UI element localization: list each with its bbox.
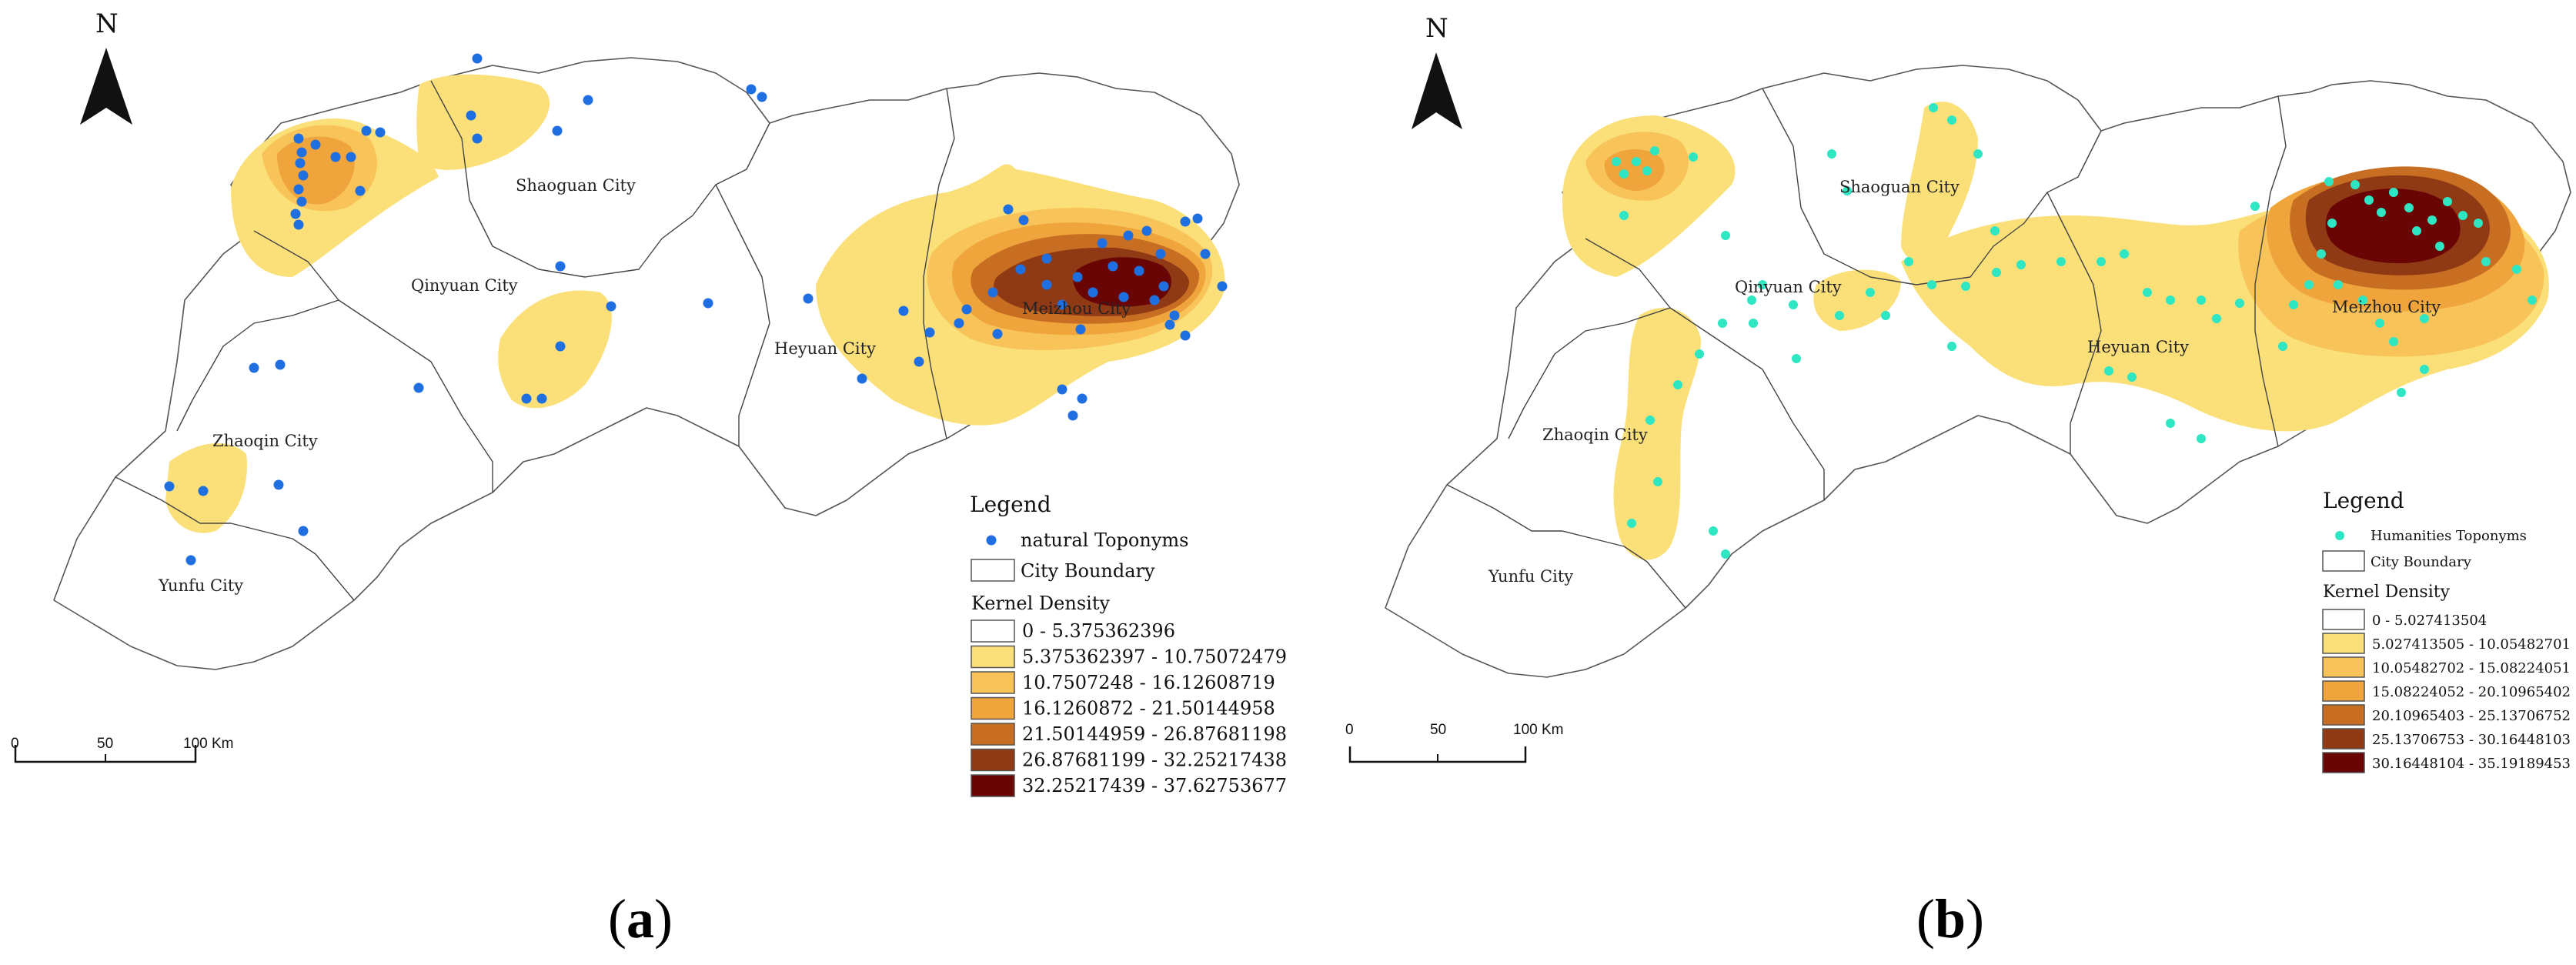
legend-class-label: 25.13706753 - 30.16448103 [2372, 732, 2571, 748]
north-arrow-icon [80, 48, 132, 125]
city-label-heyuan: Heyuan City [2087, 338, 2189, 356]
legend-class-swatch [2322, 704, 2365, 726]
scale-tick-50: 50 [97, 736, 113, 752]
scale-tick-50: 50 [1430, 722, 1446, 738]
legend-class-label: 0 - 5.375362396 [1022, 620, 1175, 642]
panel-label-a: (a) [608, 888, 673, 950]
city-label-zhaoqin: Zhaoqin City [1542, 426, 1648, 444]
legend-boundary-swatch [2322, 550, 2365, 572]
legend-class-label: 26.87681199 - 32.25217438 [1022, 750, 1287, 771]
legend-class-label: 5.027413505 - 10.05482701 [2372, 636, 2571, 653]
legend-class-label: 20.10965403 - 25.13706752 [2372, 708, 2571, 724]
city-label-meizhou: Meizhou City [2332, 298, 2441, 316]
legend-class-swatch [971, 619, 1015, 643]
legend-class-swatch [971, 723, 1015, 746]
density-surface-b [1562, 102, 2549, 560]
legend-boundary-label: City Boundary [2371, 554, 2472, 570]
legend-class-label: 21.50144959 - 26.87681198 [1022, 723, 1287, 745]
north-arrow-a: N [80, 8, 132, 125]
map-a: Shaoguan City Qinyuan City Zhaoqin City … [53, 53, 1240, 670]
legend-class-swatch [2322, 633, 2365, 654]
legend-class-label: 10.7507248 - 16.12608719 [1022, 672, 1275, 693]
legend-class-swatch [971, 671, 1015, 694]
city-label-shaoguan: Shaoguan City [1839, 178, 1960, 196]
legend-class-swatch [2322, 728, 2365, 750]
legend-class-swatch [971, 696, 1015, 720]
legend-points-label: Humanities Toponyms [2371, 528, 2527, 544]
panel-a: Shaoguan City Qinyuan City Zhaoqin City … [11, 8, 1287, 950]
legend-class-swatch [2322, 656, 2365, 678]
legend-class-label: 16.1260872 - 21.50144958 [1022, 698, 1275, 720]
legend-class-swatch [2322, 680, 2365, 702]
legend-point-symbol [986, 535, 997, 546]
scale-tick-0: 0 [11, 736, 19, 752]
north-arrow-b: N [1412, 13, 1462, 129]
city-label-meizhou: Meizhou City [1022, 299, 1131, 318]
toponym-points-a [164, 53, 1228, 566]
scale-bar-a: 0 50 100 Km [11, 736, 233, 763]
city-label-zhaoqin: Zhaoqin City [212, 432, 318, 450]
legend-boundary-swatch [971, 559, 1015, 582]
city-label-qinyuan: Qinyuan City [411, 276, 518, 295]
panel-label-b: (b) [1916, 888, 1984, 950]
legend-class-swatch [971, 774, 1015, 797]
legend-class-swatch [971, 748, 1015, 772]
north-arrow-icon [1412, 52, 1462, 129]
legend-density-title: Kernel Density [971, 593, 1110, 614]
legend-density-title: Kernel Density [2323, 583, 2451, 602]
legend-a: Legend natural Toponyms City Boundary Ke… [970, 492, 1287, 797]
legend-class-swatch [2322, 752, 2365, 773]
city-label-shaoguan: Shaoguan City [516, 176, 636, 195]
scale-tick-100: 100 Km [183, 736, 233, 752]
legend-class-label: 5.375362397 - 10.75072479 [1022, 646, 1287, 668]
legend-class-label: 0 - 5.027413504 [2372, 613, 2487, 629]
legend-class-label: 15.08224052 - 20.10965402 [2372, 684, 2571, 700]
scale-tick-0: 0 [1345, 722, 1354, 738]
scale-bar-b: 0 50 100 Km [1345, 722, 1563, 763]
scale-tick-100: 100 Km [1513, 722, 1563, 738]
legend-class-label: 32.25217439 - 37.62753677 [1022, 775, 1287, 796]
toponym-points-b [1612, 103, 2537, 559]
city-label-yunfu: Yunfu City [158, 576, 243, 595]
north-label: N [1425, 13, 1448, 44]
legend-title: Legend [970, 492, 1051, 517]
legend-points-label: natural Toponyms [1021, 529, 1188, 551]
panel-b: Shaoguan City Qinyuan City Zhaoqin City … [1345, 13, 2571, 950]
city-label-qinyuan: Qinyuan City [1735, 278, 1842, 296]
legend-boundary-label: City Boundary [1021, 560, 1155, 582]
legend-class-label: 10.05482702 - 15.08224051 [2372, 660, 2571, 676]
north-label: N [95, 8, 119, 39]
legend-point-symbol [2335, 531, 2344, 540]
legend-class-swatch [2322, 609, 2365, 630]
legend-b: Legend Humanities Toponyms City Boundary… [2322, 488, 2571, 773]
map-b: Shaoguan City Qinyuan City Zhaoqin City … [1385, 65, 2571, 678]
city-label-yunfu: Yunfu City [1488, 567, 1573, 586]
legend-class-label: 30.16448104 - 35.19189453 [2372, 756, 2571, 772]
city-label-heyuan: Heyuan City [774, 339, 876, 358]
legend-class-swatch [971, 645, 1015, 669]
legend-title: Legend [2323, 488, 2404, 513]
